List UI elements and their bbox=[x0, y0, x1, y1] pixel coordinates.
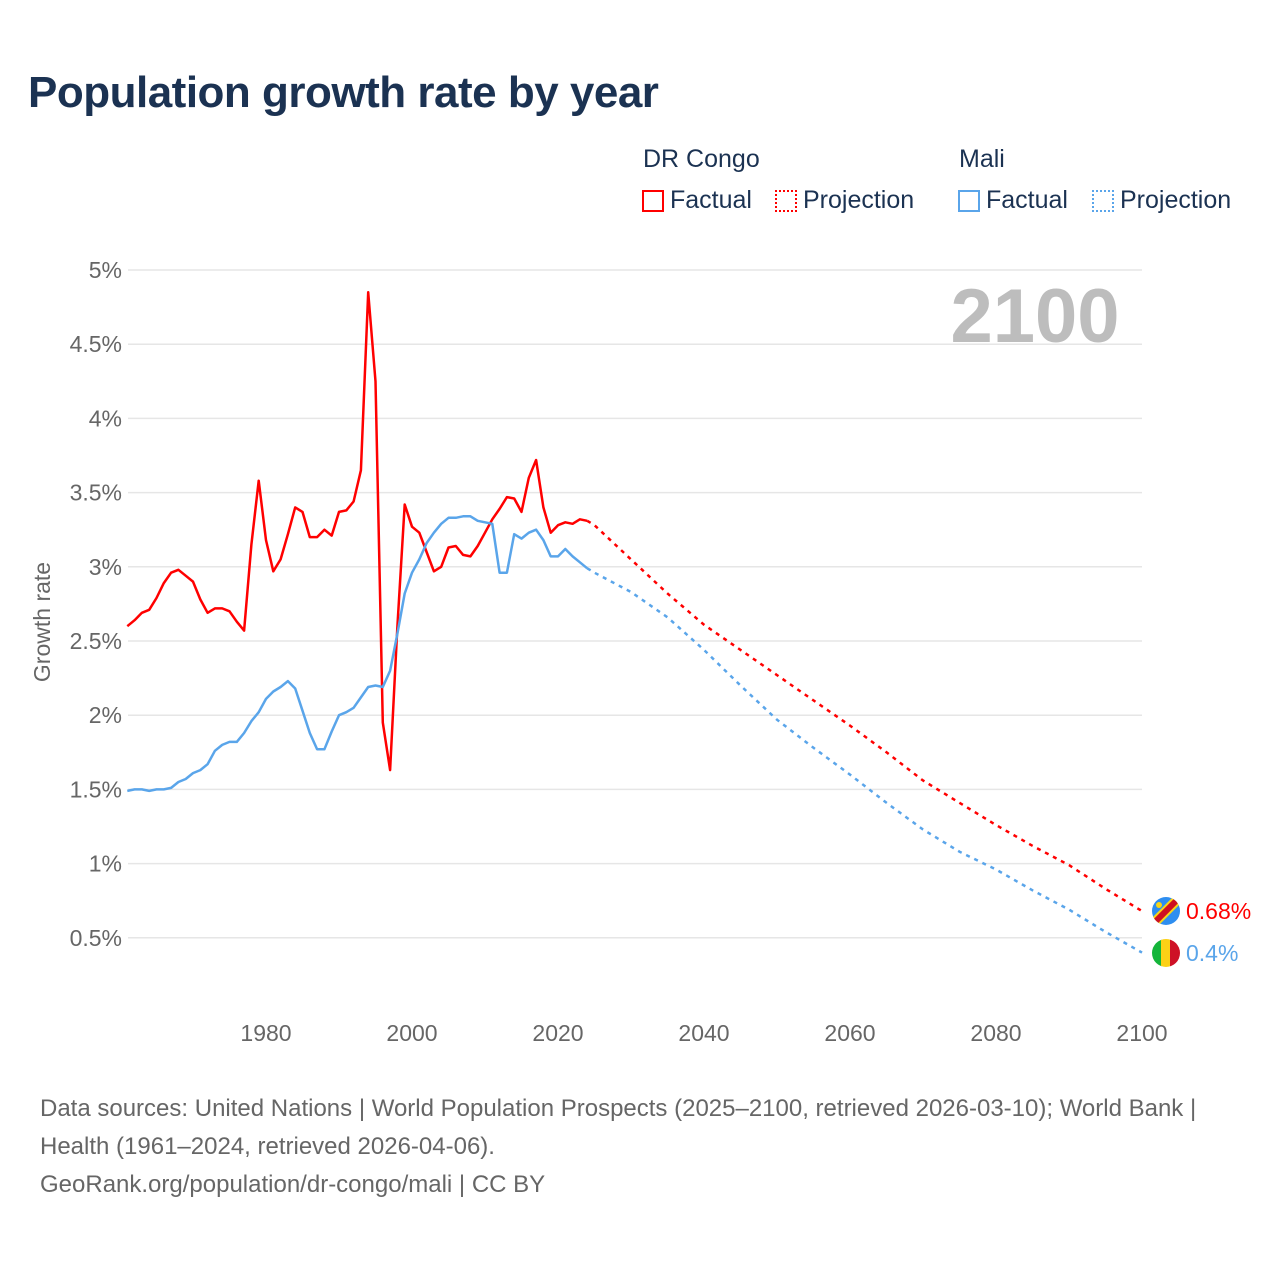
x-tick-label: 2100 bbox=[1116, 1020, 1167, 1046]
data-sources: Data sources: United Nations | World Pop… bbox=[40, 1095, 1197, 1160]
legend-label: Factual bbox=[986, 186, 1068, 214]
legend-swatch-dotted bbox=[775, 189, 797, 212]
credit-link[interactable]: GeoRank.org/population/dr-congo/mali | C… bbox=[40, 1171, 546, 1198]
dr-congo-projection-line bbox=[586, 519, 1143, 913]
legend-label: Projection bbox=[1120, 186, 1232, 214]
mali-end-label: 0.4% bbox=[1186, 940, 1238, 966]
legend-dr-congo-projection[interactable]: Projection bbox=[775, 186, 914, 215]
y-tick-label: 3.5% bbox=[70, 480, 122, 506]
dr-congo-end-label: 0.68% bbox=[1186, 898, 1251, 924]
y-tick-label: 0.5% bbox=[70, 925, 122, 951]
y-tick-label: 4% bbox=[89, 405, 122, 431]
chart-title: Population growth rate by year bbox=[28, 68, 659, 117]
y-tick-label: 4.5% bbox=[70, 331, 122, 357]
x-tick-label: 2040 bbox=[678, 1020, 729, 1046]
dr-congo-factual-line bbox=[126, 291, 588, 772]
dr-congo-flag-icon bbox=[1152, 897, 1180, 925]
x-tick-label: 2020 bbox=[532, 1020, 583, 1046]
legend-swatch-solid bbox=[642, 189, 664, 212]
legend-swatch-dotted bbox=[1092, 189, 1114, 212]
x-tick-label: 1980 bbox=[240, 1020, 291, 1046]
mali-factual-line bbox=[127, 515, 588, 793]
legend-mali-factual[interactable]: Factual bbox=[958, 186, 1068, 215]
x-tick-label: 2000 bbox=[386, 1020, 437, 1046]
year-display: 2100 bbox=[950, 274, 1119, 359]
legend-dr-congo-factual[interactable]: Factual bbox=[642, 186, 752, 215]
legend-group-mali: Mali bbox=[959, 145, 1005, 173]
y-tick-label: 3% bbox=[89, 554, 122, 580]
y-tick-label: 1% bbox=[89, 851, 122, 877]
y-tick-label: 5% bbox=[89, 257, 122, 283]
legend-group-dr-congo: DR Congo bbox=[643, 145, 760, 173]
y-tick-label: 1.5% bbox=[70, 776, 122, 802]
x-tick-label: 2060 bbox=[824, 1020, 875, 1046]
legend-label: Projection bbox=[803, 186, 915, 214]
chart-plot: 0.5% 1% 1.5% 2% 2.5% 3% 3.5% 4% 4.5% 5% 1980 2000 20… bbox=[29, 257, 1251, 1046]
legend-label: Factual bbox=[670, 186, 752, 214]
legend-swatch-solid bbox=[958, 189, 980, 212]
footer: Data sources: United Nations | World Pop… bbox=[40, 1090, 1240, 1204]
y-axis-label: Growth rate bbox=[29, 562, 55, 682]
mali-flag-icon bbox=[1152, 939, 1180, 967]
y-tick-label: 2.5% bbox=[70, 628, 122, 654]
x-tick-label: 2080 bbox=[970, 1020, 1021, 1046]
y-tick-label: 2% bbox=[89, 702, 122, 728]
mali-projection-line bbox=[586, 567, 1143, 954]
legend-mali-projection[interactable]: Projection bbox=[1092, 186, 1231, 215]
